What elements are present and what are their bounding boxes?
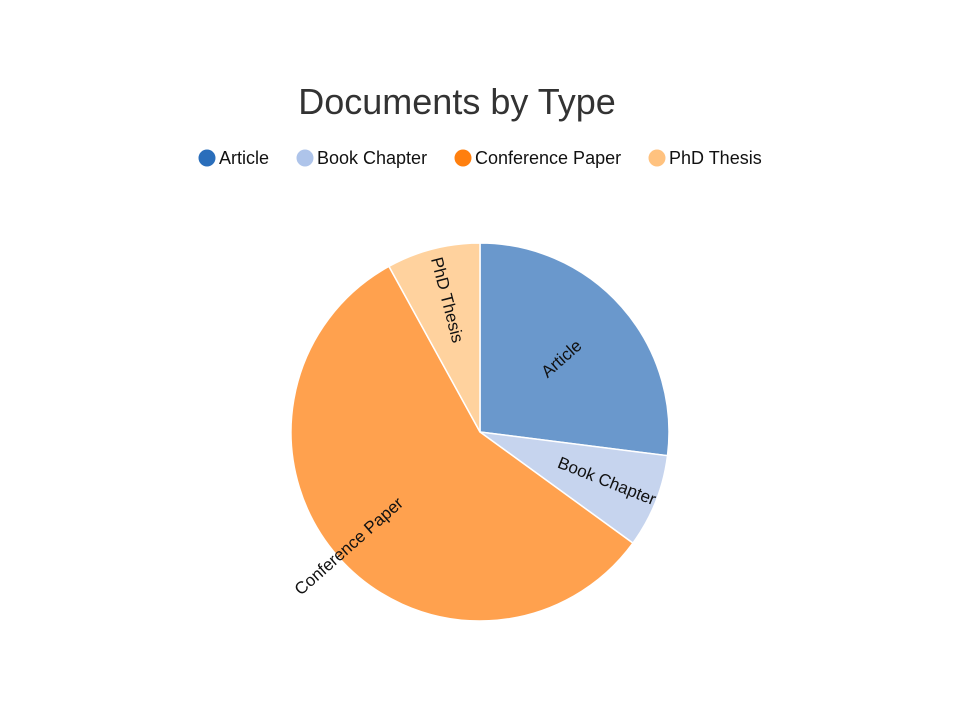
legend-swatch-conference-paper bbox=[454, 149, 472, 167]
pie-slice-phd-thesis[interactable] bbox=[387, 242, 481, 433]
pie-slice-article[interactable] bbox=[479, 242, 670, 457]
pie-slices bbox=[290, 242, 670, 622]
legend-label-phd-thesis: PhD Thesis bbox=[669, 148, 762, 168]
legend-label-article: Article bbox=[219, 148, 269, 168]
legend-item-conference-paper[interactable]: Conference Paper bbox=[454, 148, 622, 168]
legend-swatch-phd-thesis bbox=[648, 149, 666, 167]
chart-legend: Article Book Chapter Conference Paper PhD T… bbox=[198, 148, 762, 168]
chart-title: Documents by Type bbox=[298, 81, 616, 122]
legend-item-article[interactable]: Article bbox=[198, 148, 270, 168]
legend-item-book-chapter[interactable]: Book Chapter bbox=[296, 148, 428, 168]
legend-swatch-book-chapter bbox=[296, 149, 314, 167]
pie-slice-book-chapter[interactable] bbox=[479, 431, 669, 545]
legend-swatch-article bbox=[198, 149, 216, 167]
legend-label-conference-paper: Conference Paper bbox=[475, 148, 621, 168]
legend-label-book-chapter: Book Chapter bbox=[317, 148, 427, 168]
pie-slice-conference-paper[interactable] bbox=[290, 265, 634, 622]
legend-item-phd-thesis[interactable]: PhD Thesis bbox=[648, 148, 762, 168]
